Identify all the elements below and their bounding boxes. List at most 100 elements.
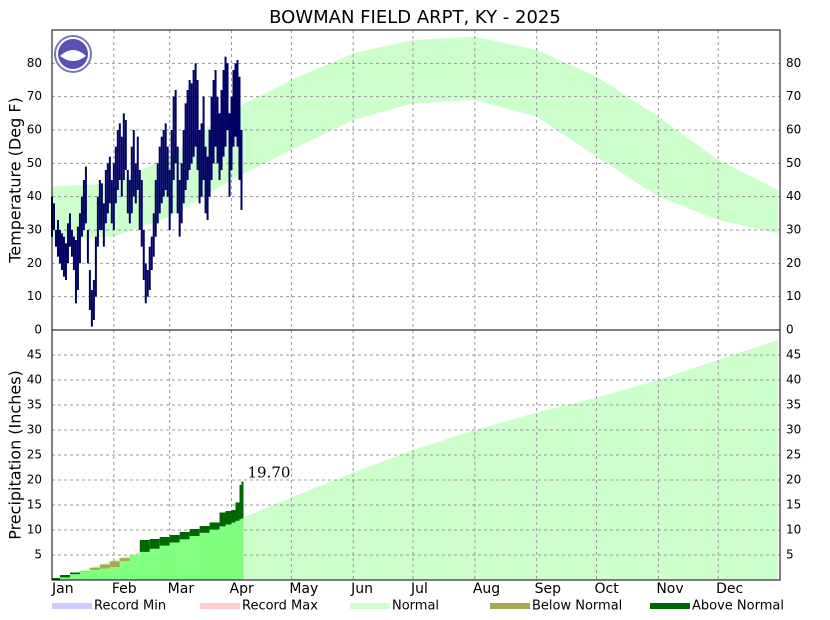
temperature-bar xyxy=(148,246,151,290)
temperature-bar xyxy=(158,146,161,214)
x-tick-label: Nov xyxy=(656,581,683,597)
temperature-bar xyxy=(72,236,75,270)
to-date-fill xyxy=(225,524,232,580)
temperature-bar xyxy=(162,130,165,197)
temperature-bar xyxy=(108,156,111,204)
temperature-bar xyxy=(164,123,167,190)
temperature-bar xyxy=(194,63,197,147)
legend-label: Record Min xyxy=(94,599,166,614)
temperature-bar xyxy=(58,230,61,264)
temperature-bar xyxy=(196,80,199,170)
y-tick-label-right: 15 xyxy=(786,498,801,512)
to-date-fill xyxy=(235,520,240,580)
y-tick-label: 15 xyxy=(27,498,42,512)
below-normal xyxy=(119,558,130,561)
temperature-bar xyxy=(62,236,65,277)
x-tick-label: Jul xyxy=(410,581,428,597)
to-date-fill xyxy=(149,548,160,580)
plot-layer: 0 0 10 10 20 20 30 30 40 40 50 50 60 60 70 70 80 80 Temper… xyxy=(6,29,801,614)
above-normal xyxy=(235,502,240,521)
legend-label: Below Normal xyxy=(532,599,622,614)
to-date-fill xyxy=(241,518,244,580)
y-tick-label: 80 xyxy=(27,56,42,70)
to-date-fill xyxy=(79,571,90,580)
temperature-bar xyxy=(110,180,113,224)
legend-swatch xyxy=(52,603,92,609)
to-date-fill xyxy=(169,542,180,580)
temperature-bar xyxy=(142,230,145,280)
temperature-bar xyxy=(234,63,237,137)
temperature-bar xyxy=(174,90,177,164)
temperature-bar xyxy=(66,223,69,264)
temperature-bar xyxy=(222,70,225,157)
to-date-fill xyxy=(199,532,210,580)
temperature-bar xyxy=(124,120,127,170)
temperature-bar xyxy=(182,130,185,204)
y-tick-label: 60 xyxy=(27,123,42,137)
temperature-bar xyxy=(156,163,159,224)
temperature-bar xyxy=(96,196,99,247)
temperature-bar xyxy=(92,280,95,320)
y-tick-label: 40 xyxy=(27,373,42,387)
temperature-bar xyxy=(232,70,235,147)
y-tick-label-right: 70 xyxy=(786,89,801,103)
temperature-bar xyxy=(100,183,103,230)
to-date-fill xyxy=(231,522,236,580)
temperature-bar xyxy=(230,96,233,170)
x-tick-label: Jun xyxy=(350,581,373,597)
temperature-bar xyxy=(190,83,193,164)
temperature-bar xyxy=(102,203,105,247)
y-tick-label: 30 xyxy=(27,223,42,237)
temperature-bar xyxy=(114,146,117,204)
y-tick-label: 10 xyxy=(27,289,42,303)
above-normal xyxy=(149,539,160,549)
x-tick-label: Mar xyxy=(168,581,195,597)
temperature-bar xyxy=(166,146,169,197)
legend-swatch xyxy=(200,603,240,609)
to-date-fill xyxy=(159,545,170,580)
temperature-bar xyxy=(176,146,179,214)
temperature-bar xyxy=(152,213,155,257)
y-axis-label: Precipitation (Inches) xyxy=(6,370,25,540)
y-tick-label: 5 xyxy=(34,548,42,562)
temperature-bar xyxy=(216,96,219,164)
temperature-bar xyxy=(206,156,209,220)
above-normal xyxy=(139,540,150,552)
y-tick-label-right: 20 xyxy=(786,473,801,487)
y-tick-label: 50 xyxy=(27,156,42,170)
temperature-bar xyxy=(172,96,175,180)
temperature-bar xyxy=(134,163,137,204)
legend-swatch xyxy=(490,603,530,609)
temperature-bar xyxy=(78,213,81,264)
y-tick-label-right: 30 xyxy=(786,423,801,437)
y-tick-label-right: 20 xyxy=(786,256,801,270)
temperature-bar xyxy=(178,180,181,237)
temperature-bar xyxy=(106,163,109,214)
y-tick-label-right: 30 xyxy=(786,223,801,237)
above-normal xyxy=(179,532,190,540)
x-tick-label: Dec xyxy=(716,581,743,597)
temperature-bar xyxy=(84,166,87,224)
temperature-bar xyxy=(238,76,241,180)
temperature-bar xyxy=(220,90,223,170)
temperature-bar xyxy=(160,136,163,204)
legend-swatch xyxy=(350,603,390,609)
legend-label: Above Normal xyxy=(692,599,784,614)
temperature-bar xyxy=(200,123,203,197)
temperature-bar xyxy=(64,243,67,280)
temperature-bar xyxy=(204,146,207,214)
chart-title: BOWMAN FIELD ARPT, KY - 2025 xyxy=(269,7,561,28)
temperature-bar xyxy=(112,163,115,230)
x-tick-label: Aug xyxy=(473,581,500,597)
y-tick-label-right: 10 xyxy=(786,523,801,537)
to-date-fill xyxy=(59,577,70,580)
to-date-fill xyxy=(189,536,200,580)
y-tick-label: 40 xyxy=(27,189,42,203)
below-normal xyxy=(89,567,100,570)
temperature-bar xyxy=(60,233,63,270)
legend-label: Record Max xyxy=(242,599,318,614)
normal-area xyxy=(52,340,779,580)
temperature-bar xyxy=(228,113,231,197)
